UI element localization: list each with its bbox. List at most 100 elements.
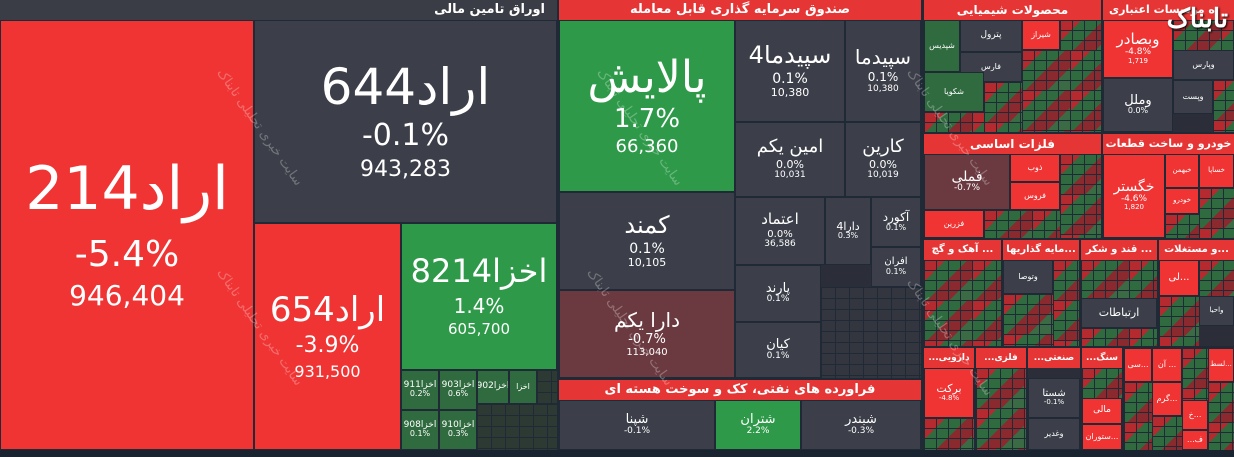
small-tiles-grid: [1003, 294, 1053, 346]
tile-fazar[interactable]: فزرین: [924, 210, 984, 238]
tile-percent: -3.9%: [295, 333, 360, 359]
tile-percent: 1.7%: [613, 103, 681, 134]
tile-sattar[interactable]: ...ستوران: [1082, 424, 1122, 450]
tile-percent: 0.1%: [885, 222, 907, 232]
tile-name: اخزا903: [441, 379, 475, 390]
tile-salasti[interactable]: ...لی: [1159, 260, 1199, 296]
tile-akhza910[interactable]: اخزا910 0.3%: [439, 410, 477, 450]
tile-percent: 0.3%: [837, 231, 859, 241]
tile-percent: 0.1%: [772, 70, 808, 87]
tile-khod[interactable]: ...خ: [1182, 400, 1208, 430]
small-tiles-grid: [477, 404, 557, 450]
sector-header-sandogh: صندوق سرمایه گذاری قابل معامله: [559, 0, 921, 20]
tile-name: واحیا: [1209, 306, 1224, 315]
tile-afran[interactable]: افران 0.1%: [871, 247, 921, 287]
tile-karin[interactable]: کارین 0.0% 10,019: [845, 122, 921, 197]
tile-alin[interactable]: ... آن: [1152, 348, 1182, 382]
tile-shekvia[interactable]: شکویا: [924, 72, 984, 112]
tile-vaha[interactable]: واحیا: [1199, 296, 1234, 326]
tile-vaghadir[interactable]: وغدیر: [1028, 418, 1080, 450]
tile-name: فروس: [1024, 190, 1046, 200]
tile-volume: 605,700: [447, 320, 511, 339]
tile-name: امین یکم: [756, 136, 824, 158]
sector-header-sang: سنگ...: [1082, 348, 1122, 368]
small-tiles-grid: [537, 370, 557, 404]
sector-header-khodro: خودرو و ساخت قطعات: [1103, 134, 1234, 154]
tile-arad644[interactable]: اراد644 -0.1% 943,283: [254, 20, 557, 223]
small-tiles-grid: [1124, 382, 1152, 450]
tile-foulad[interactable]: فروس: [1010, 182, 1060, 210]
small-tiles-grid: [1152, 416, 1182, 450]
tile-vabsadar[interactable]: وبصادر -4.8% 1,719: [1103, 20, 1173, 78]
tile-dara4[interactable]: دارا4 0.3%: [825, 197, 871, 265]
tile-shatran[interactable]: شتران 2.2%: [715, 400, 801, 450]
tile-khebahman[interactable]: خبهمن: [1165, 154, 1199, 188]
tile-name: اراد214: [25, 154, 229, 225]
tile-sepidma4[interactable]: سپیدما4 0.1% 10,380: [735, 20, 845, 122]
tile-name: اعتماد: [761, 209, 799, 228]
tile-folad[interactable]: فملی -0.7%: [924, 154, 1010, 210]
tile-arad214[interactable]: اراد214 -5.4% 946,404: [0, 20, 254, 450]
tile-shbandar[interactable]: شبندر -0.3%: [801, 400, 921, 450]
tile-ertebatat[interactable]: ارتباطات: [1081, 298, 1157, 328]
tile-akhza911[interactable]: اخزا911 0.2%: [401, 370, 439, 410]
tile-akord[interactable]: آکورد 0.1%: [871, 197, 921, 247]
tile-shepdis[interactable]: شپدیس: [924, 20, 960, 72]
tile-percent: 0.1%: [867, 70, 899, 85]
tile-mali[interactable]: مالی: [1082, 398, 1122, 424]
tile-kamand[interactable]: کمند 0.1% 10,105: [559, 192, 735, 290]
tile-shasta[interactable]: شستا -0.1%: [1028, 378, 1080, 418]
tile-vtooz[interactable]: وتوصا: [1003, 260, 1053, 294]
small-tiles-grid: [1199, 188, 1234, 238]
tile-vmelal[interactable]: وملل 0.0%: [1103, 78, 1173, 132]
small-tiles-grid: [924, 260, 1001, 346]
tile-vpost[interactable]: وپست: [1173, 80, 1213, 114]
tile-barakat[interactable]: برکت -4.8%: [924, 368, 974, 418]
small-tiles-grid: [1060, 154, 1101, 238]
tile-fars[interactable]: فارس: [960, 52, 1022, 82]
tile-volume: 66,360: [615, 136, 679, 158]
tile-aminyekom[interactable]: امین یکم 0.0% 10,031: [735, 122, 845, 197]
tile-name: شکویا: [944, 86, 964, 96]
tile-vpars[interactable]: وپارس: [1173, 50, 1234, 80]
tile-shepna[interactable]: شپنا -0.1%: [559, 400, 715, 450]
tile-darayekom[interactable]: دارا یکم -0.7% 113,040: [559, 290, 735, 378]
tile-percent: 0.0%: [1127, 106, 1149, 116]
tile-palayesh[interactable]: پالایش 1.7% 66,360: [559, 20, 735, 192]
tile-name: وملل: [1124, 92, 1152, 108]
tile-etemad[interactable]: اعتماد 0.0% 36,586: [735, 197, 825, 265]
tile-akhza903[interactable]: اخزا903 0.6%: [439, 370, 477, 410]
tile-kian[interactable]: کیان 0.1%: [735, 322, 821, 378]
tile-parand[interactable]: پارند 0.1%: [735, 265, 821, 322]
tile-khegostar[interactable]: خگستر -4.6% 1,820: [1103, 154, 1165, 238]
tile-zob[interactable]: ذوب: [1010, 154, 1060, 182]
tile-arad654[interactable]: اراد654 -3.9% 931,500: [254, 223, 401, 450]
tile-khodro[interactable]: خودرو: [1165, 188, 1199, 214]
tile-percent: 2.2%: [746, 425, 770, 436]
tile-akhza8214[interactable]: اخزا8214 1.4% 605,700: [401, 223, 557, 370]
tile-name: کمند: [624, 210, 670, 239]
tile-sepidma[interactable]: سپیدما 0.1% 10,380: [845, 20, 921, 122]
tile-volume: 946,404: [69, 278, 185, 312]
tile-percent: -4.6%: [1120, 193, 1148, 204]
sector-khodro: خودرو و ساخت قطعات خگستر -4.6% 1,820 خبه…: [1103, 134, 1234, 238]
tile-name: کیان: [766, 337, 790, 353]
sector-header-sanati: صنعتی...: [1028, 348, 1080, 368]
tile-name: ارتباطات: [1098, 306, 1140, 320]
small-tiles-grid: [1208, 382, 1234, 450]
tile-salsi[interactable]: ...سی: [1124, 348, 1152, 382]
sector-sang: سنگ... مالی ...ستوران: [1082, 348, 1122, 450]
tile-fa[interactable]: ف...: [1182, 430, 1208, 450]
tile-khesapa[interactable]: خساپا: [1199, 154, 1234, 188]
tile-akhza908[interactable]: اخزا908 0.1%: [401, 410, 439, 450]
tile-akhza902[interactable]: اخزا902: [477, 370, 509, 404]
tile-garm[interactable]: ...گرم: [1152, 382, 1182, 416]
tile-petrol[interactable]: پترول: [960, 20, 1022, 52]
sector-header-shimi: محصولات شیمیایی: [924, 0, 1101, 20]
tile-salsat[interactable]: ...لسط: [1208, 348, 1234, 382]
tile-shiraz[interactable]: شیراز: [1022, 20, 1060, 50]
tile-akhza[interactable]: اخزا: [509, 370, 537, 404]
tile-volume: 943,283: [360, 157, 451, 183]
tile-name: شتران: [740, 412, 776, 428]
tile-percent: -0.1%: [361, 118, 450, 154]
